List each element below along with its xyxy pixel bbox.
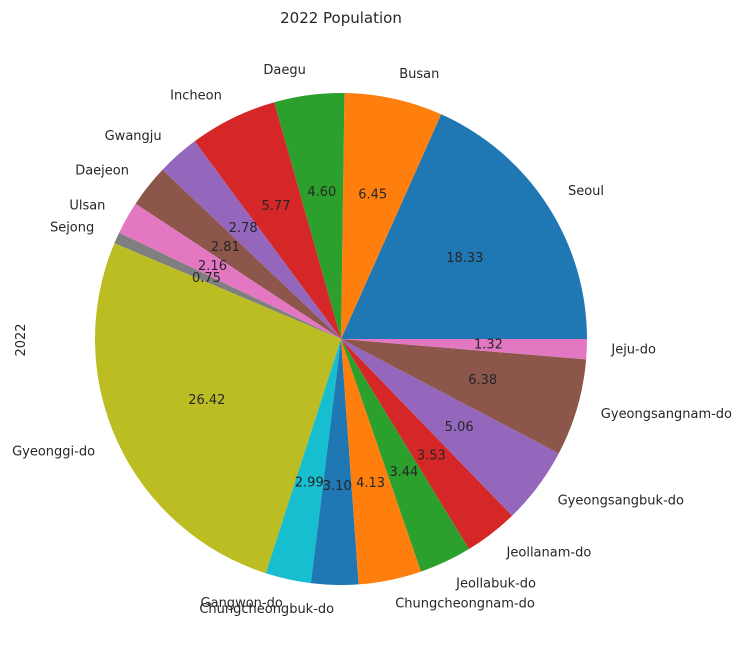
slice-category-label: Sejong [50,220,94,235]
slice-value-label: 1.32 [474,338,503,353]
pie-slice [341,339,587,454]
slice-category-label: Chungcheongnam-do [395,597,535,612]
slice-value-label: 3.53 [417,448,446,463]
pie-labels: Seoul 18.33 Busan 6.45 Daegu 4.60 Incheon 5.77 G… [12,63,732,617]
slice-value-label: 4.60 [307,185,336,200]
slice-value-label: 3.10 [323,479,352,494]
pie-slice [310,339,359,585]
slice-value-label: 26.42 [188,393,225,408]
slice-value-label: 3.44 [389,465,418,480]
pie-slice [162,141,341,339]
slice-value-label: 0.75 [192,271,221,286]
pie-slice [341,114,587,340]
pie-slice [341,339,422,585]
chart-title: 2022 Population [280,9,402,27]
pie-slice [341,339,513,550]
slice-category-label: Chungcheongbuk-do [199,602,334,617]
slice-category-label: Gyeongsangnam-do [601,407,732,422]
slice-category-label: Jeollabuk-do [455,576,536,591]
slice-value-label: 2.99 [295,476,324,491]
slice-category-label: Jeju-do [610,343,656,358]
slice-value-label: 6.38 [468,373,497,388]
slice-category-label: Ulsan [69,198,105,213]
slice-value-label: 4.13 [356,476,385,491]
slice-category-label: Gwangju [105,129,162,144]
slice-value-label: 18.33 [446,251,483,266]
slice-value-label: 2.81 [211,240,240,255]
slice-category-label: Jeollanam-do [506,546,592,561]
pie-slice [341,339,559,516]
slice-value-label: 6.45 [358,187,387,202]
slice-category-label: Busan [399,67,439,82]
slice-value-label: 2.78 [229,221,258,236]
pie-slice [135,169,341,339]
slice-category-label: Gangwon-do [201,596,283,611]
slice-category-label: Daegu [263,63,305,78]
slice-category-label: Seoul [568,184,604,199]
pie-slice [274,93,345,339]
slice-category-label: Gyeonggi-do [12,444,95,459]
pie-slice [341,339,587,360]
slice-value-label: 5.77 [262,199,291,214]
pie-slice [114,232,342,339]
slice-value-label: 5.06 [445,420,474,435]
slice-category-label: Daejeon [75,163,129,178]
slice-category-label: Gyeongsangbuk-do [558,494,684,509]
slice-category-label: Incheon [170,89,222,104]
pie-slice [194,102,341,339]
pie-slice [265,339,341,584]
pie-slices [95,93,587,585]
pie-slice [341,93,442,340]
slice-value-label: 2.16 [198,259,227,274]
pie-slice [119,203,341,339]
pie-slice [341,339,470,572]
y-axis-label: 2022 [14,323,29,356]
pie-slice [95,243,341,574]
